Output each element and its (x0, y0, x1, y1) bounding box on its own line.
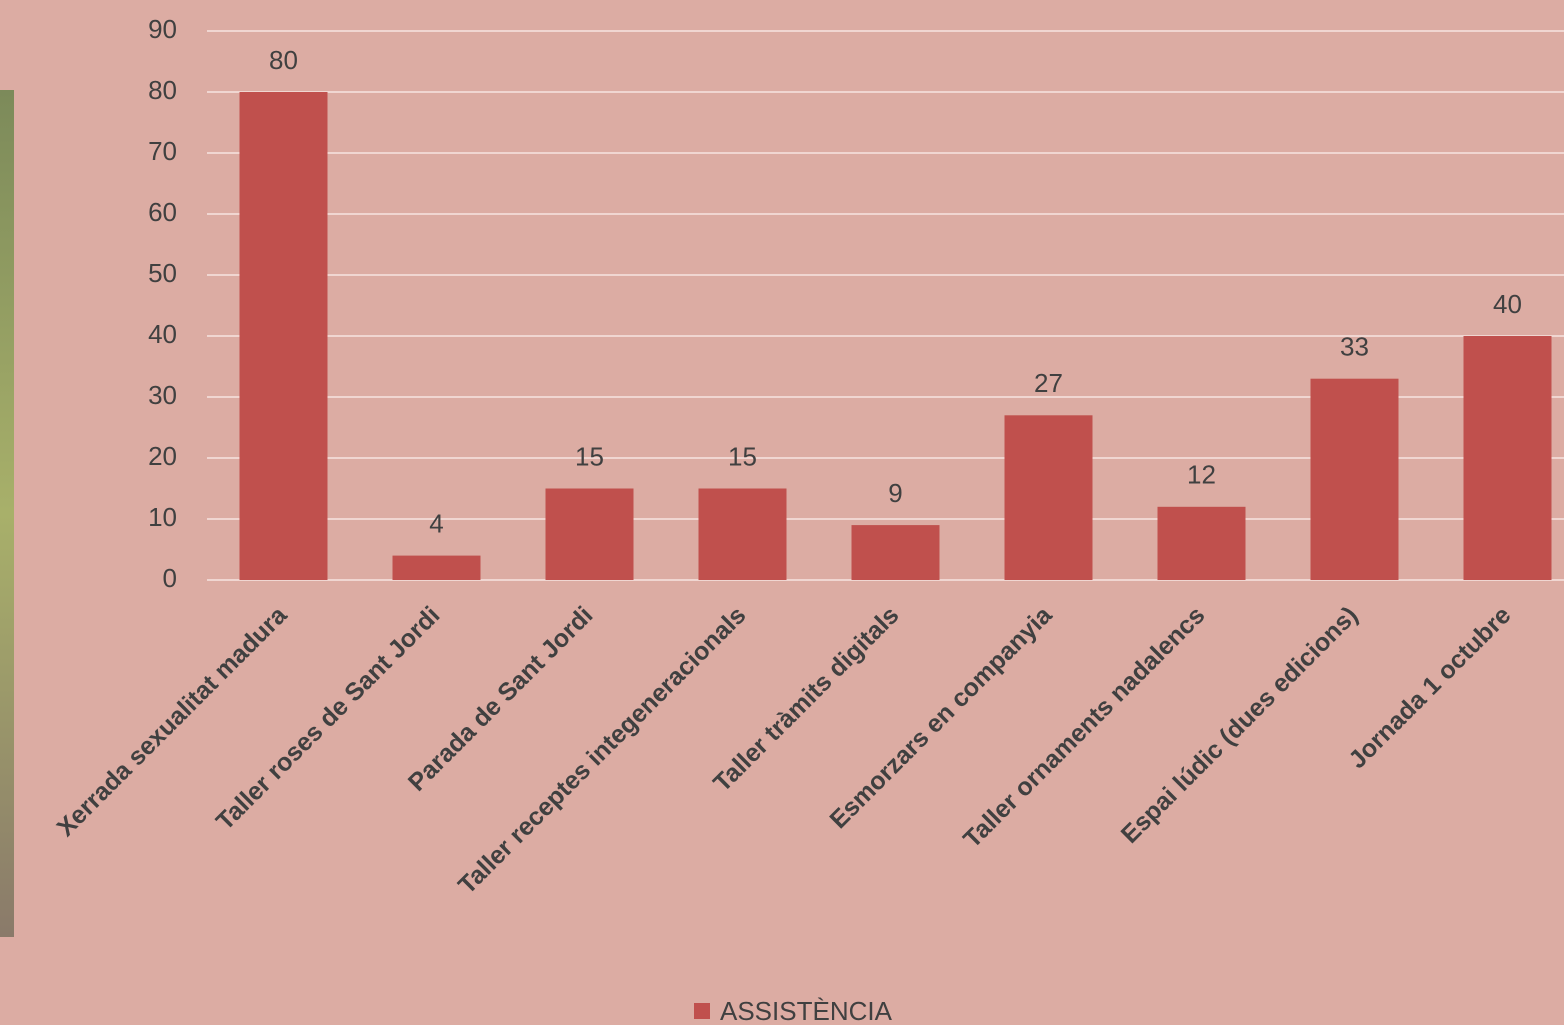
value-label: 80 (269, 45, 298, 75)
bar (699, 489, 787, 581)
bar (852, 525, 940, 580)
value-label: 27 (1034, 368, 1063, 398)
legend-swatch (694, 1003, 710, 1019)
value-label: 12 (1187, 460, 1216, 490)
bar (1311, 379, 1399, 580)
y-tick-label: 70 (148, 136, 177, 166)
y-tick-label: 30 (148, 380, 177, 410)
page: 0102030405060708090Xerrada sexualitat ma… (0, 0, 1564, 1025)
legend-label: ASSISTÈNCIA (720, 996, 893, 1025)
photo-edge (0, 90, 14, 937)
bar (1158, 507, 1246, 580)
bar (393, 556, 481, 580)
y-tick-label: 80 (148, 75, 177, 105)
y-tick-label: 60 (148, 197, 177, 227)
y-tick-label: 20 (148, 441, 177, 471)
y-tick-label: 10 (148, 502, 177, 532)
y-tick-label: 0 (163, 563, 177, 593)
y-tick-label: 50 (148, 258, 177, 288)
y-tick-label: 40 (148, 319, 177, 349)
value-label: 15 (575, 441, 604, 471)
value-label: 40 (1493, 289, 1522, 319)
bar (1464, 336, 1552, 580)
chart: 0102030405060708090Xerrada sexualitat ma… (0, 0, 1564, 1025)
bar (546, 489, 634, 581)
value-label: 4 (429, 508, 443, 538)
y-tick-label: 90 (148, 14, 177, 44)
value-label: 9 (888, 478, 902, 508)
bar (240, 92, 328, 580)
value-label: 15 (728, 441, 757, 471)
value-label: 33 (1340, 332, 1369, 362)
bar (1005, 415, 1093, 580)
